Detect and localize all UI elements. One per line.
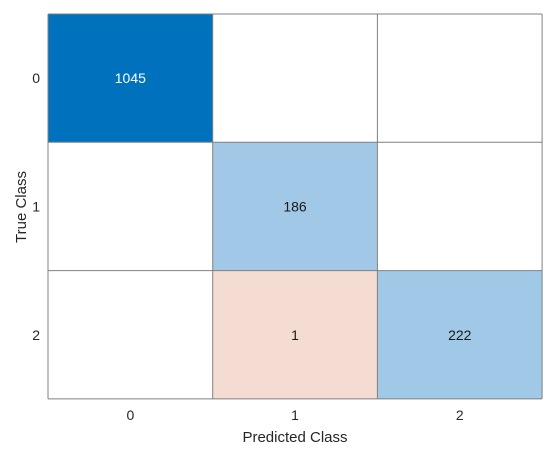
cell-r2-c0 [48,270,213,399]
x-tick-label-0: 0 [126,407,134,423]
x-tick-label-2: 2 [456,407,464,423]
y-axis-label: True Class [13,171,30,243]
cell-value-r1-c1: 186 [283,198,307,214]
ticks-layer: 0 1 2 0 1 2 [32,70,464,423]
cell-r0-c0 [48,14,213,143]
y-tick-label-1: 1 [32,198,40,214]
cell-r0-c1 [212,14,378,143]
cell-labels-layer: 1045 186 1 222 [115,70,472,343]
grid-layer [47,13,543,400]
x-tick-label-1: 1 [291,407,299,423]
cell-r2-c1 [212,270,378,399]
cell-r1-c2 [377,142,543,271]
y-tick-label-2: 2 [32,327,40,343]
y-tick-label-0: 0 [32,70,40,86]
cell-value-r2-c1: 1 [291,327,299,343]
cell-r1-c0 [48,142,213,271]
cell-value-r2-c2: 222 [448,327,472,343]
cell-r1-c1 [212,142,378,271]
cell-r0-c2 [377,14,543,143]
cell-value-r0-c0: 1045 [115,70,146,86]
x-axis-label: Predicted Class [242,429,347,446]
cell-r2-c2 [377,270,543,399]
cells-layer [48,14,543,399]
